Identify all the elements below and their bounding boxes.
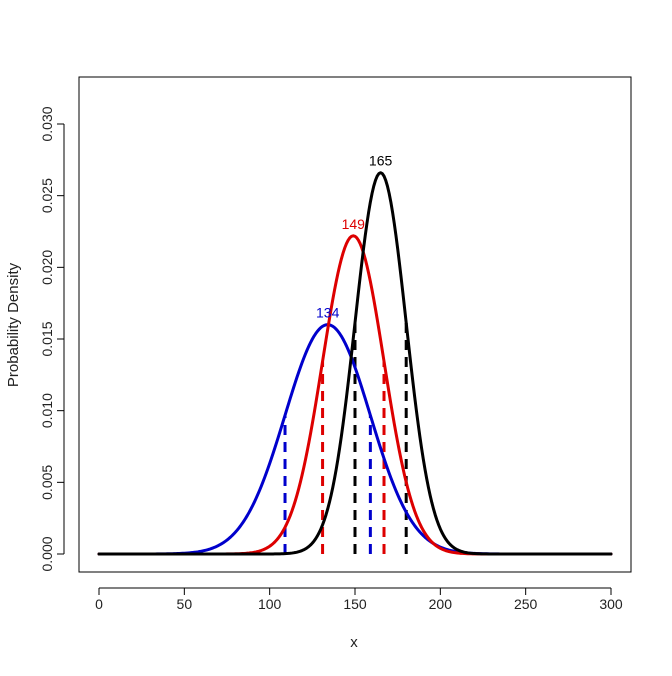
x-tick-label: 150 (343, 596, 367, 612)
peak-label-165: 165 (369, 153, 393, 169)
y-axis-label: Probability Density (5, 262, 22, 387)
y-tick-label: 0.005 (39, 465, 55, 500)
x-tick-label: 250 (514, 596, 538, 612)
peak-label-149: 149 (342, 216, 366, 232)
y-tick-label: 0.000 (39, 536, 55, 571)
labels-group: 134 149 165 (316, 153, 392, 321)
y-tick-label: 0.010 (39, 393, 55, 428)
y-tick-label: 0.025 (39, 178, 55, 213)
series-group (97, 171, 613, 556)
peak-label-134: 134 (316, 305, 340, 321)
x-tick-label: 300 (599, 596, 623, 612)
x-axis-label: x (350, 634, 358, 651)
x-tick-label: 100 (258, 596, 282, 612)
y-tick-label: 0.030 (39, 106, 55, 141)
axes-group: 0 50 100 150 200 250 300 0.000 0.005 0.010 0.015 0.… (39, 76, 632, 612)
x-tick-label: 0 (95, 596, 103, 612)
x-tick-label: 50 (177, 596, 193, 612)
y-tick-label: 0.020 (39, 250, 55, 285)
density-curve-165 (97, 171, 613, 556)
plot-frame (78, 76, 632, 573)
y-tick-label: 0.015 (39, 321, 55, 356)
x-tick-label: 200 (429, 596, 453, 612)
